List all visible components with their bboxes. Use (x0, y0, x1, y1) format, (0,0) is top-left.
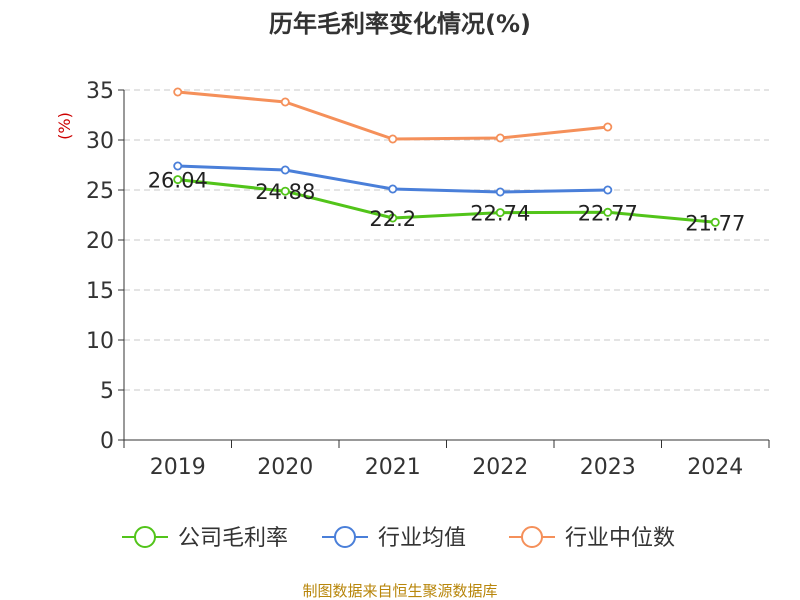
data-point (495, 208, 505, 218)
y-tick-label: 10 (86, 329, 114, 354)
legend-marker (134, 526, 156, 548)
data-label: 24.88 (255, 180, 315, 204)
chart-title: 历年毛利率变化情况(%) (269, 10, 531, 38)
y-tick-label: 25 (86, 179, 114, 204)
legend: 公司毛利率 行业均值 行业中位数 (122, 526, 675, 551)
data-point (173, 175, 183, 185)
series-group (173, 87, 720, 227)
y-tick-label: 20 (86, 229, 114, 254)
y-tick-label: 0 (100, 429, 114, 454)
x-tick-label: 2024 (687, 455, 743, 480)
data-point (388, 184, 398, 194)
data-point (173, 87, 183, 97)
x-tick-label: 2023 (580, 455, 636, 480)
y-axis-unit: (%) (55, 112, 74, 140)
legend-label: 公司毛利率 (178, 526, 288, 551)
data-labels: 26.04 24.88 22.2 22.74 22.77 21.77 (148, 169, 746, 236)
data-label: 21.77 (685, 211, 745, 235)
series-line (177, 90, 608, 141)
data-point (388, 134, 398, 144)
data-point (173, 161, 183, 171)
y-tick-label: 5 (100, 379, 114, 404)
legend-label: 行业均值 (378, 526, 466, 551)
data-point (603, 207, 613, 217)
axes: 0 5 10 15 20 25 30 35 2019 2020 2021 2022 2023 2024 (86, 79, 770, 480)
legend-marker (334, 526, 356, 548)
y-tick-label: 35 (86, 79, 114, 104)
x-tick-label: 2022 (472, 455, 528, 480)
y-tick-label: 15 (86, 279, 114, 304)
data-point (280, 97, 290, 107)
data-label: 22.77 (578, 201, 638, 225)
source-footer: 制图数据来自恒生聚源数据库 (302, 582, 497, 600)
data-point (603, 122, 613, 132)
data-point (280, 186, 290, 196)
series-line (177, 178, 716, 224)
data-label: 22.2 (369, 207, 416, 231)
legend-marker (521, 526, 543, 548)
grid-lines (124, 89, 769, 391)
data-point (388, 213, 398, 223)
data-point (495, 187, 505, 197)
data-point (495, 133, 505, 143)
data-point (710, 217, 720, 227)
x-tick-label: 2020 (257, 455, 313, 480)
data-point (603, 185, 613, 195)
data-label: 22.74 (470, 202, 530, 226)
y-tick-label: 30 (86, 129, 114, 154)
data-label: 26.04 (148, 169, 208, 193)
data-point (280, 165, 290, 175)
x-tick-label: 2021 (365, 455, 421, 480)
legend-label: 行业中位数 (565, 526, 675, 551)
x-tick-label: 2019 (150, 455, 206, 480)
